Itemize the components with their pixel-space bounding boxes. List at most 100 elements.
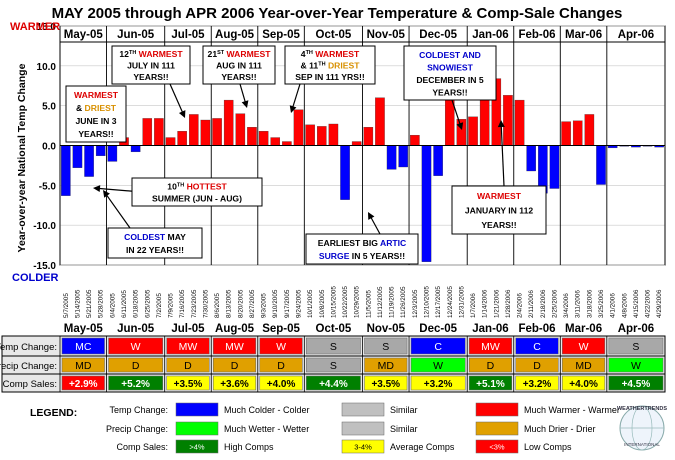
month-footer-label: Nov-05	[367, 323, 406, 335]
x-tick-label: 4/22/2006	[645, 289, 652, 318]
table-cell	[306, 357, 361, 373]
x-tick-label: 7/30/2005	[202, 289, 209, 318]
x-tick-label: 10/29/2005	[354, 286, 361, 318]
annotation-arrowhead	[93, 185, 101, 193]
annotation-box	[131, 177, 263, 207]
table-cell	[306, 375, 361, 391]
annotation-text: HOTTEST	[184, 182, 227, 192]
y-warmer-label: WARMER	[10, 21, 60, 33]
x-tick-label: 4/1/2006	[610, 293, 617, 318]
x-tick-label: 2/18/2006	[540, 289, 547, 318]
month-header-label: Oct-05	[316, 29, 352, 41]
month-footer-label: Sep-05	[262, 323, 300, 335]
table-cell	[468, 375, 513, 391]
temp-bar	[596, 145, 606, 185]
annotation-text: EARLIEST BIG	[318, 238, 380, 248]
legend-item-label: Average Comps	[390, 442, 455, 452]
temp-bar	[154, 118, 164, 146]
table-cell-value: +3.5%	[371, 379, 400, 390]
x-tick-label: 1/14/2006	[482, 289, 489, 318]
table-cell-value: W	[433, 360, 443, 372]
table-cell-value: W	[276, 341, 286, 353]
annotation-text: W	[74, 90, 83, 100]
temp-bar	[258, 131, 269, 146]
month-header-label: May-05	[64, 29, 104, 41]
table-cell	[608, 375, 664, 391]
table-cell-value: MW	[179, 341, 198, 353]
legend-swatch-label: 3-4%	[354, 443, 372, 452]
table-cell-value: MD	[378, 360, 395, 372]
annotation: COLDEST MAY IN 22 YEARS!!	[103, 190, 203, 259]
temp-bar	[375, 97, 385, 146]
temp-bar	[235, 113, 246, 146]
table-cell	[468, 357, 513, 373]
annotation-text: YEARS!!	[481, 220, 516, 230]
legend-item-label: High Comps	[224, 442, 274, 452]
legend-item-label: Much Colder - Colder	[224, 405, 310, 415]
month-header-label: Jan-06	[472, 29, 508, 41]
legend-item-label: Similar	[390, 424, 418, 434]
y-tick-label: -15.0	[33, 261, 56, 272]
annotation-text: SEP IN 111 YRS!!	[295, 72, 365, 82]
x-tick-label: 7/2/2005	[156, 293, 163, 318]
x-tick-label: 1/28/2006	[505, 289, 512, 318]
annotation-line: 4TH WARMEST	[301, 49, 360, 59]
month-footer-label: May-05	[64, 323, 104, 335]
table-cell	[410, 337, 466, 355]
logo-text: WEATHERTRENDS	[617, 406, 667, 412]
table-cell	[61, 337, 105, 355]
table-cell-value: S	[330, 341, 337, 353]
annotation-text: COLDEST	[124, 232, 166, 242]
table-cell	[166, 357, 210, 373]
temp-bar	[514, 99, 525, 146]
annotation: COLDEST AND SNOWIEST DECEMBER IN 5 YEARS!!	[403, 45, 497, 130]
table-cell	[108, 337, 163, 355]
table-cell	[108, 357, 163, 373]
annotation-text: AUG IN 111	[216, 61, 262, 71]
legend-swatch	[341, 439, 385, 454]
temp-bar	[84, 145, 94, 177]
legend-swatch	[341, 402, 385, 417]
temp-bar	[270, 137, 281, 146]
annotation-line: COLDEST MAY	[124, 232, 186, 242]
table-cell-value: +4.4%	[319, 379, 348, 390]
month-header-label: Sep-05	[262, 29, 300, 41]
x-tick-label: 4/29/2006	[656, 289, 663, 318]
table-cell	[410, 357, 466, 373]
table-cell-value: C	[434, 341, 442, 353]
temp-bar	[247, 127, 257, 146]
temp-bar	[386, 145, 397, 170]
annotation-arrowhead	[178, 110, 186, 118]
month-footer-label: Jan-06	[472, 323, 508, 335]
y-axis-label: Year-over-year National Temp Change	[16, 63, 28, 252]
annotation-box	[65, 85, 127, 143]
annotation-box	[107, 227, 203, 259]
y-tick-label: 0.0	[42, 142, 56, 153]
temp-bar	[421, 145, 432, 262]
annotation-text: ST	[217, 50, 225, 56]
x-tick-label: 4/15/2006	[633, 289, 640, 318]
y-tick-label: 10.0	[37, 62, 57, 73]
annotation-text: JULY IN 111	[127, 61, 175, 71]
table-cell-value: +2.9%	[69, 379, 98, 390]
annotation: WARMEST JANUARY IN 112 YEARS!!	[451, 120, 547, 235]
legend-swatch	[475, 402, 519, 417]
annotation-text: SNOWIEST	[427, 62, 474, 72]
legend-row-label: Precip Change:	[106, 424, 168, 434]
temp-bar	[223, 99, 234, 146]
legend-swatch	[175, 402, 219, 417]
x-tick-label: 8/6/2005	[214, 293, 221, 318]
table-cell	[259, 357, 303, 373]
x-tick-label: 5/28/2005	[98, 289, 105, 318]
table-cell-value: +5.1%	[476, 379, 505, 390]
y-tick-label: -5.0	[39, 181, 57, 192]
x-tick-label: 3/25/2006	[598, 289, 605, 318]
table-cell-value: +4.0%	[569, 379, 598, 390]
temp-bar	[561, 121, 571, 146]
annotation-line: IN 22 YEARS!!	[126, 245, 184, 255]
temp-bar	[363, 127, 374, 146]
x-tick-label: 12/10/2005	[423, 286, 430, 318]
annotation-box	[202, 45, 276, 85]
table-cell-value: +3.5%	[174, 379, 203, 390]
table-cell	[364, 357, 408, 373]
